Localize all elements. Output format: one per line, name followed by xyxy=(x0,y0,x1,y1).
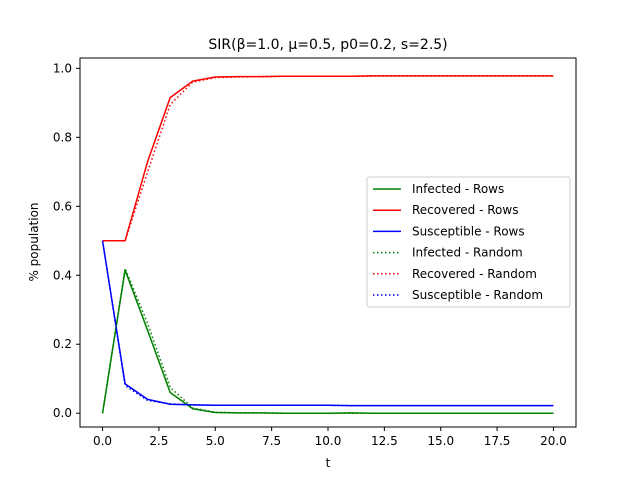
plot-area: 0.0 2.5 5.0 7.5 10.0 12.5 15.0 17.5 20.0 0.0 0.2 0.… xyxy=(53,57,577,448)
legend-box xyxy=(366,176,571,308)
y-tick-label: 0.8 xyxy=(53,130,72,144)
legend-label: Recovered - Random xyxy=(412,267,537,281)
y-tick-label: 0.6 xyxy=(53,199,72,213)
x-tick-label: 12.5 xyxy=(371,434,398,448)
legend-label: Susceptible - Random xyxy=(412,288,543,302)
y-tick-label: 0.4 xyxy=(53,268,72,282)
series-line-recovered-rows xyxy=(102,75,554,242)
x-axis-label: t xyxy=(326,456,331,470)
x-tick-label: 10.0 xyxy=(315,434,342,448)
x-tick-label: 7.5 xyxy=(262,434,281,448)
y-axis-label: % population xyxy=(27,202,41,281)
series-line-susceptible-random xyxy=(101,240,554,407)
legend-label: Recovered - Rows xyxy=(412,203,518,217)
y-tick-label: 0.0 xyxy=(53,406,72,420)
legend: Infected - Rows Recovered - Rows Susceptib… xyxy=(366,176,571,308)
y-tick-label: 1.0 xyxy=(53,61,72,75)
x-tick-label: 2.5 xyxy=(149,434,168,448)
x-tick-label: 0.0 xyxy=(93,434,112,448)
legend-label: Infected - Rows xyxy=(412,182,504,196)
x-tick-label: 5.0 xyxy=(206,434,225,448)
series-line-infected-random xyxy=(101,267,554,414)
y-tick-label: 0.2 xyxy=(53,337,72,351)
series-line-recovered-random xyxy=(102,75,554,242)
legend-label: Infected - Random xyxy=(412,246,523,260)
x-tick-label: 20.0 xyxy=(540,434,567,448)
chart-title: SIR(β=1.0, μ=0.5, p0=0.2, s=2.5) xyxy=(208,37,447,53)
legend-label: Susceptible - Rows xyxy=(412,224,525,238)
x-tick-label: 15.0 xyxy=(427,434,454,448)
x-tick-label: 17.5 xyxy=(484,434,511,448)
